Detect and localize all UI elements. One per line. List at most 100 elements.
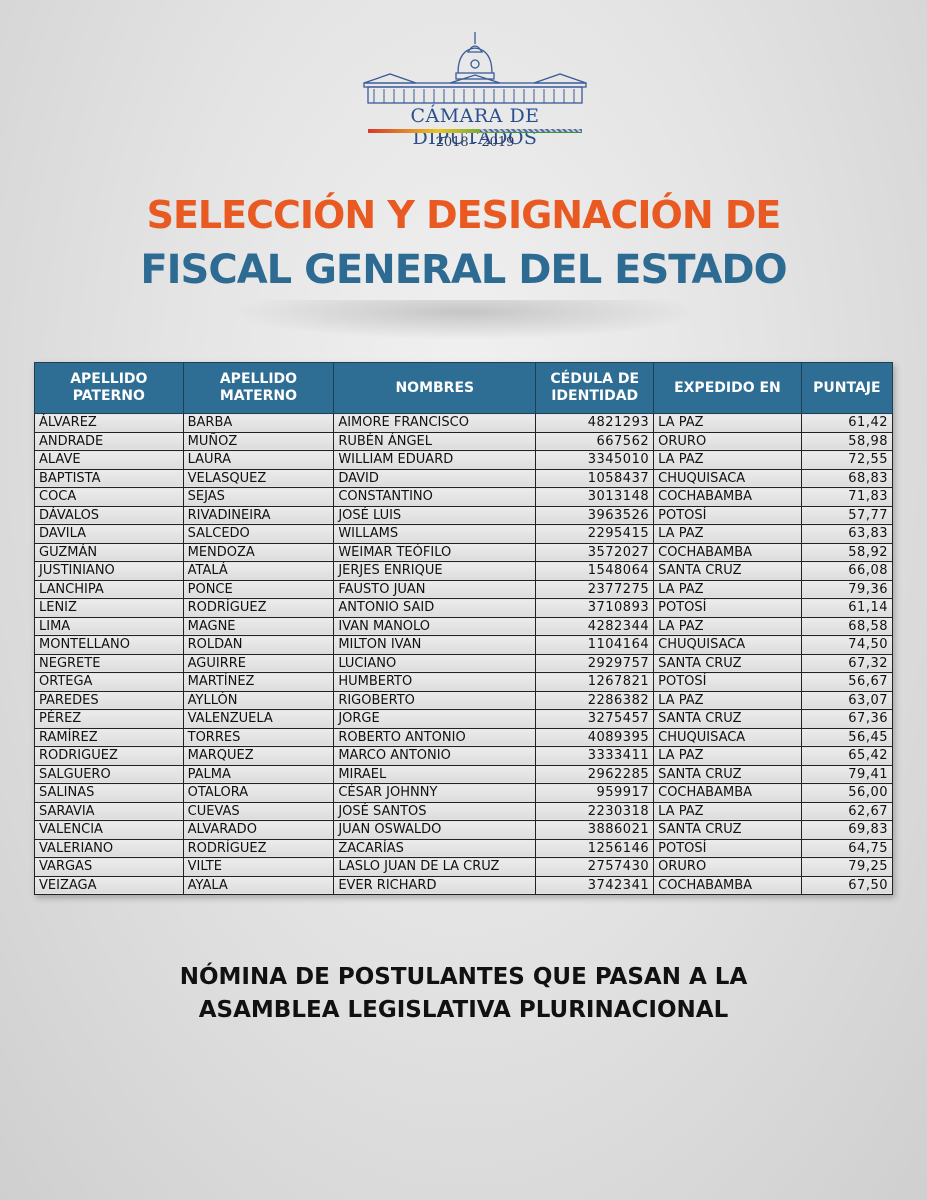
column-header-apellido-paterno: APELLIDO PATERNO — [34, 362, 184, 414]
cell-nombres: FAUSTO JUAN — [333, 579, 537, 599]
cell-puntaje: 56,00 — [800, 783, 894, 803]
cell-apellido-paterno: RODRIGUEZ — [34, 746, 184, 766]
cell-apellido-materno: OTALORA — [182, 783, 335, 803]
cell-cedula: 3710893 — [535, 598, 655, 618]
table-row: RAMÍREZ TORRES ROBERTO ANTONIO 4089395 CHUQU… — [34, 727, 894, 747]
cell-apellido-materno: MARTÍNEZ — [182, 672, 335, 692]
cell-apellido-paterno: VEIZAGA — [34, 875, 184, 895]
camara-de-diputados-logo: CÁMARA DE DIPUTADOS 2018 - 2019 — [360, 28, 590, 153]
cell-expedido: COCHABAMBA — [653, 487, 802, 507]
cell-cedula: 3742341 — [535, 875, 655, 895]
cell-puntaje: 62,67 — [800, 801, 894, 821]
table-row: PÉREZ VALENZUELA JORGE 3275457 SANTA CRUZ 67,… — [34, 709, 894, 729]
cell-puntaje: 57,77 — [800, 505, 894, 525]
cell-cedula: 3572027 — [535, 542, 655, 562]
cell-apellido-paterno: RAMÍREZ — [34, 727, 184, 747]
table-row: NEGRETE AGUIRRE LUCIANO 2929757 SANTA CRUZ 67… — [34, 653, 894, 673]
cell-puntaje: 66,08 — [800, 561, 894, 581]
column-header-puntaje: PUNTAJE — [800, 362, 894, 414]
cell-cedula: 3345010 — [535, 450, 655, 470]
cell-apellido-paterno: SARAVIA — [34, 801, 184, 821]
title-shadow-decoration — [230, 300, 700, 340]
cell-apellido-paterno: PAREDES — [34, 690, 184, 710]
cell-cedula: 4089395 — [535, 727, 655, 747]
cell-cedula: 2377275 — [535, 579, 655, 599]
cell-puntaje: 79,36 — [800, 579, 894, 599]
bolivian-flag-stripe — [368, 129, 582, 133]
cell-puntaje: 65,42 — [800, 746, 894, 766]
cell-puntaje: 56,45 — [800, 727, 894, 747]
cell-apellido-materno: BARBA — [182, 413, 335, 433]
cell-apellido-materno: MENDOZA — [182, 542, 335, 562]
cell-apellido-materno: ROLDAN — [182, 635, 335, 655]
cell-cedula: 3963526 — [535, 505, 655, 525]
cell-puntaje: 58,98 — [800, 431, 894, 451]
cell-cedula: 1256146 — [535, 838, 655, 858]
cell-nombres: JORGE — [333, 709, 537, 729]
cell-apellido-paterno: ALAVE — [34, 450, 184, 470]
cell-nombres: MILTON IVAN — [333, 635, 537, 655]
cell-nombres: LASLO JUAN DE LA CRUZ — [333, 857, 537, 877]
cell-cedula: 2286382 — [535, 690, 655, 710]
cell-apellido-materno: RODRÍGUEZ — [182, 838, 335, 858]
cell-nombres: ANTONIO SAID — [333, 598, 537, 618]
cell-apellido-materno: TORRES — [182, 727, 335, 747]
cell-apellido-materno: AYALA — [182, 875, 335, 895]
cell-puntaje: 72,55 — [800, 450, 894, 470]
cell-cedula: 3333411 — [535, 746, 655, 766]
cell-apellido-materno: PONCE — [182, 579, 335, 599]
table-row: COCA SEJAS CONSTANTINO 3013148 COCHABAMBA 71,… — [34, 487, 894, 507]
cell-expedido: CHUQUISACA — [653, 468, 802, 488]
cell-apellido-paterno: VALENCIA — [34, 820, 184, 840]
cell-expedido: ORURO — [653, 431, 802, 451]
table-row: LANCHIPA PONCE FAUSTO JUAN 2377275 LA PAZ 79,… — [34, 579, 894, 599]
cell-apellido-materno: MUÑOZ — [182, 431, 335, 451]
cell-cedula: 1104164 — [535, 635, 655, 655]
cell-nombres: HUMBERTO — [333, 672, 537, 692]
cell-puntaje: 79,25 — [800, 857, 894, 877]
cell-expedido: LA PAZ — [653, 801, 802, 821]
page-title-line-2: FISCAL GENERAL DEL ESTADO — [140, 247, 787, 293]
cell-nombres: MIRAEL — [333, 764, 537, 784]
cell-expedido: COCHABAMBA — [653, 875, 802, 895]
cell-apellido-paterno: SALGUERO — [34, 764, 184, 784]
cell-nombres: DAVID — [333, 468, 537, 488]
cell-nombres: JOSÉ LUIS — [333, 505, 537, 525]
cell-nombres: EVER RICHARD — [333, 875, 537, 895]
cell-cedula: 2929757 — [535, 653, 655, 673]
table-row: VEIZAGA AYALA EVER RICHARD 3742341 COCHABAMB… — [34, 875, 894, 895]
cell-nombres: JERJES ENRIQUE — [333, 561, 537, 581]
table-row: ALAVE LAURA WILLIAM EDUARD 3345010 LA PAZ 72,… — [34, 450, 894, 470]
cell-expedido: SANTA CRUZ — [653, 653, 802, 673]
cell-apellido-paterno: VARGAS — [34, 857, 184, 877]
cell-puntaje: 58,92 — [800, 542, 894, 562]
table-row: LIMA MAGNE IVAN MANOLO 4282344 LA PAZ 68,58 — [34, 616, 894, 636]
cell-nombres: ZACARÍAS — [333, 838, 537, 858]
cell-expedido: SANTA CRUZ — [653, 561, 802, 581]
column-header-apellido-materno: APELLIDO MATERNO — [182, 362, 335, 414]
cell-apellido-paterno: GUZMÁN — [34, 542, 184, 562]
cell-apellido-materno: RIVADINEIRA — [182, 505, 335, 525]
cell-apellido-paterno: DAVILA — [34, 524, 184, 544]
cell-apellido-paterno: SALINAS — [34, 783, 184, 803]
cell-nombres: WILLIAM EDUARD — [333, 450, 537, 470]
cell-puntaje: 67,36 — [800, 709, 894, 729]
cell-apellido-materno: VALENZUELA — [182, 709, 335, 729]
cell-expedido: CHUQUISACA — [653, 727, 802, 747]
cell-apellido-paterno: VALERIANO — [34, 838, 184, 858]
table-row: BAPTISTA VELASQUEZ DAVID 1058437 CHUQUISACA 6… — [34, 468, 894, 488]
cell-nombres: RUBÉN ÁNGEL — [333, 431, 537, 451]
cell-apellido-materno: AGUIRRE — [182, 653, 335, 673]
cell-puntaje: 64,75 — [800, 838, 894, 858]
table-row: RODRIGUEZ MARQUEZ MARCO ANTONIO 3333411 LA P… — [34, 746, 894, 766]
cell-puntaje: 68,83 — [800, 468, 894, 488]
cell-apellido-paterno: DÁVALOS — [34, 505, 184, 525]
cell-puntaje: 67,32 — [800, 653, 894, 673]
cell-apellido-materno: SALCEDO — [182, 524, 335, 544]
table-row: PAREDES AYLLÓN RIGOBERTO 2286382 LA PAZ 63,07 — [34, 690, 894, 710]
cell-expedido: LA PAZ — [653, 616, 802, 636]
cell-apellido-materno: LAURA — [182, 450, 335, 470]
cell-expedido: COCHABAMBA — [653, 783, 802, 803]
cell-apellido-materno: SEJAS — [182, 487, 335, 507]
cell-expedido: LA PAZ — [653, 450, 802, 470]
